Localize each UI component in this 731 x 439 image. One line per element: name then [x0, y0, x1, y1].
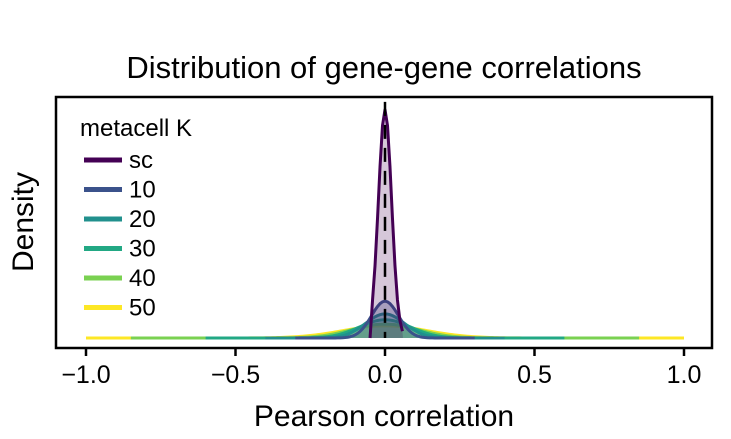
legend-label-30: 30 [129, 236, 156, 263]
density-line-10 [295, 299, 475, 340]
plot-area [86, 101, 684, 340]
x-tick-label: 0.5 [517, 361, 552, 389]
x-tick-label: −1.0 [61, 361, 110, 389]
x-tick-label: −0.5 [211, 361, 260, 389]
density-fill-40 [130, 324, 640, 338]
x-axis-label: Pearson correlation [254, 400, 514, 433]
legend-label-20: 20 [129, 206, 156, 233]
density-fill-30 [205, 319, 565, 338]
x-axis: −1.0 −0.5 0.0 0.5 1.0 [61, 348, 701, 389]
legend-label-10: 10 [129, 177, 156, 204]
x-tick-label: 1.0 [667, 361, 702, 389]
legend-label-40: 40 [129, 265, 156, 292]
density-fill-20 [265, 313, 505, 338]
legend-label-50: 50 [129, 295, 156, 322]
chart-title: Distribution of gene-gene correlations [126, 50, 641, 85]
legend-title: metacell K [80, 115, 192, 142]
y-axis-label: Density [7, 172, 40, 272]
legend-label-sc: sc [129, 147, 153, 174]
density-line-sc [368, 108, 404, 339]
x-tick-label: 0.0 [368, 361, 403, 389]
